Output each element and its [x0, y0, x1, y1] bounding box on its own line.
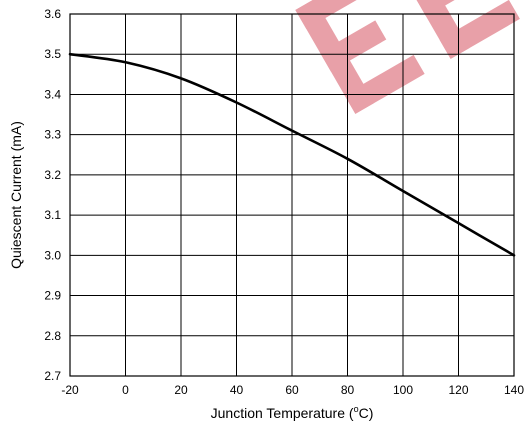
grid	[69, 13, 515, 377]
quiescent-current-series-line	[68, 52, 516, 257]
x-tick-label: 120	[448, 383, 468, 397]
x-tick-label: 20	[174, 383, 188, 397]
y-tick-label: 3.1	[44, 208, 61, 222]
watermark-logo	[295, 0, 520, 114]
x-tick-label: 100	[393, 383, 413, 397]
y-tick-label: 3.6	[44, 7, 61, 21]
x-tick-label: -20	[61, 383, 79, 397]
y-tick-label: 2.7	[44, 369, 61, 383]
x-axis-title-prefix: Junction Temperature (	[211, 405, 354, 421]
x-tick-label: 40	[230, 383, 244, 397]
x-tick-label: 80	[341, 383, 355, 397]
x-axis-title-suffix: C)	[359, 405, 374, 421]
y-tick-label: 2.9	[44, 289, 61, 303]
x-axis-title: Junction Temperature (oC)	[211, 404, 374, 421]
y-tick-label: 3.3	[44, 128, 61, 142]
watermark-shape	[295, 0, 520, 114]
y-tick-label: 3.4	[44, 87, 61, 101]
x-tick-labels: -20 0 20 40 60 80 100 120 140	[61, 383, 524, 397]
watermark-letter-bar	[319, 20, 387, 72]
watermark-letter-bar	[415, 0, 482, 17]
y-tick-labels: 2.7 2.8 2.9 3.0 3.1 3.2 3.3 3.4 3.5 3.6	[44, 7, 61, 383]
plot-frame	[69, 13, 515, 377]
x-tick-label: 140	[504, 383, 524, 397]
series-layer	[68, 52, 516, 257]
x-tick-label: 0	[122, 383, 129, 397]
y-tick-label: 2.8	[44, 329, 61, 343]
y-tick-label: 3.0	[44, 248, 61, 262]
x-axis-title-degree: o	[354, 404, 359, 414]
x-tick-label: 60	[285, 383, 299, 397]
watermark-letter-bar	[439, 0, 520, 59]
y-tick-label: 3.2	[44, 168, 61, 182]
y-tick-label: 3.5	[44, 47, 61, 61]
watermark-letter-bar	[344, 54, 425, 114]
y-axis-title: Quiescent Current (mA)	[8, 121, 24, 269]
